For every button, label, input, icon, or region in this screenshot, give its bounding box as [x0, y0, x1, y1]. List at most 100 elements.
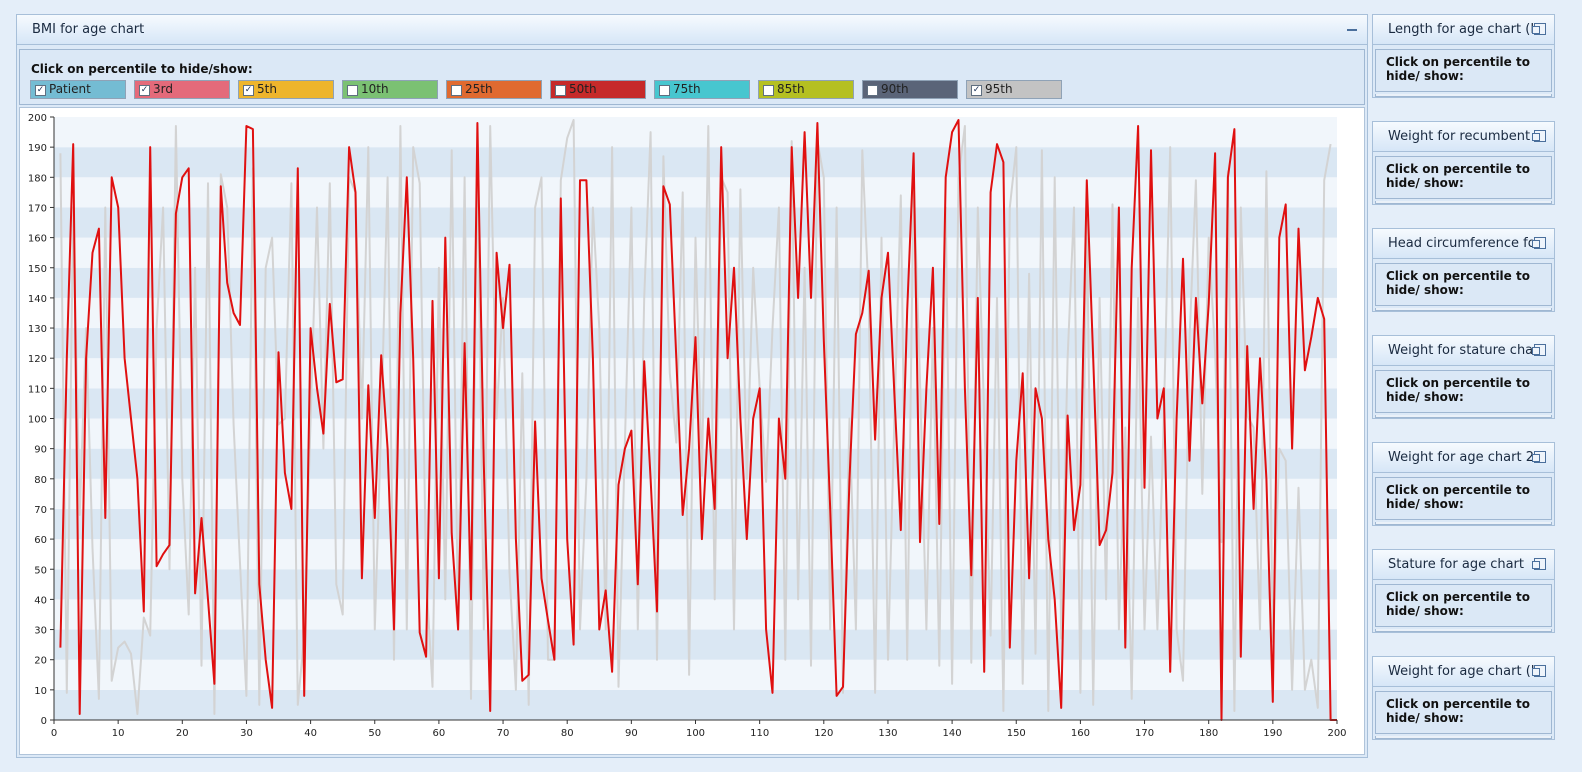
side-panel-2[interactable]: Head circumference for age Click on perce… [1372, 228, 1555, 312]
side-panel-header: Stature for age chart [1373, 550, 1554, 580]
maximize-icon[interactable] [1532, 451, 1546, 463]
y-tick-label: 160 [28, 234, 47, 245]
series-line-1 [59, 119, 1332, 715]
side-panel-4[interactable]: Weight for age chart 2 to 20 Click on per… [1372, 442, 1555, 526]
side-panel-prompt: Click on percentile to hide/ show: [1386, 55, 1530, 83]
maximize-icon[interactable] [1532, 344, 1546, 356]
y-tick-label: 40 [34, 595, 47, 606]
panel-title: BMI for age chart [32, 22, 145, 37]
grid-band [54, 207, 1337, 238]
x-tick-label: 0 [51, 728, 57, 739]
side-panel-5[interactable]: Stature for age chart Click on percentile… [1372, 549, 1555, 633]
series-line-0 [59, 119, 1337, 721]
bmi-chart-panel: BMI for age chart Click on percentile to… [16, 14, 1368, 758]
x-tick-label: 140 [943, 728, 962, 739]
minimize-button[interactable] [1345, 22, 1359, 36]
x-tick-label: 180 [1199, 728, 1218, 739]
x-tick-label: 130 [878, 728, 897, 739]
legend-checkbox[interactable] [347, 85, 358, 96]
side-panel-header: Weight for age chart 2 to 20 [1373, 443, 1554, 473]
side-panel-1[interactable]: Weight for recumbent length Click on perc… [1372, 121, 1555, 205]
x-tick-label: 190 [1263, 728, 1282, 739]
legend-toggle-5th[interactable]: ✓ 5th [238, 80, 334, 99]
y-tick-label: 70 [34, 505, 47, 516]
x-tick-label: 150 [1007, 728, 1026, 739]
legend-toggle-75th[interactable]: 75th [654, 80, 750, 99]
side-panel-title: Weight for stature chart [1388, 343, 1534, 358]
side-panel-header: Length for age chart (Infants) [1373, 15, 1554, 45]
side-panel-prompt: Click on percentile to hide/ show: [1386, 162, 1530, 190]
x-tick-label: 110 [750, 728, 769, 739]
y-tick-label: 190 [28, 143, 47, 154]
grid-band [54, 599, 1337, 630]
legend-toggle-50th[interactable]: 50th [550, 80, 646, 99]
y-tick-label: 170 [28, 203, 47, 214]
side-panel-footer [1375, 415, 1552, 418]
legend-checkbox[interactable]: ✓ [139, 85, 150, 96]
side-panel-0[interactable]: Length for age chart (Infants) Click on p… [1372, 14, 1555, 98]
legend-toggle-patient[interactable]: ✓ Patient [30, 80, 126, 99]
x-tick-label: 160 [1071, 728, 1090, 739]
legend-toggle-25th[interactable]: 25th [446, 80, 542, 99]
percentile-legend: Click on percentile to hide/show: ✓ Patie… [19, 49, 1365, 105]
side-panel-title: Weight for age chart 2 to 20 [1388, 450, 1534, 465]
side-panel-prompt: Click on percentile to hide/ show: [1386, 590, 1530, 618]
grid-band [54, 177, 1337, 208]
side-panel-footer [1375, 629, 1552, 632]
side-panel-prompt: Click on percentile to hide/ show: [1386, 483, 1530, 511]
side-panel-legend: Click on percentile to hide/ show: [1375, 477, 1552, 520]
legend-checkbox[interactable]: ✓ [971, 85, 982, 96]
y-tick-label: 80 [34, 475, 47, 486]
legend-checkbox[interactable] [555, 85, 566, 96]
legend-checkbox[interactable] [763, 85, 774, 96]
maximize-icon[interactable] [1532, 558, 1546, 570]
y-tick-label: 30 [34, 626, 47, 637]
side-panel-legend: Click on percentile to hide/ show: [1375, 156, 1552, 199]
y-tick-label: 20 [34, 656, 47, 667]
legend-toggle-3rd[interactable]: ✓ 3rd [134, 80, 230, 99]
legend-checkbox[interactable] [659, 85, 670, 96]
maximize-icon[interactable] [1532, 665, 1546, 677]
x-tick-label: 60 [433, 728, 446, 739]
y-tick-label: 90 [34, 445, 47, 456]
side-panel-legend: Click on percentile to hide/ show: [1375, 691, 1552, 734]
side-panel-header: Head circumference for age [1373, 229, 1554, 259]
bmi-chart: 0 10 20 30 40 50 60 70 80 90 100 110 120 130 140 150 160… [19, 107, 1365, 755]
side-panel-footer [1375, 94, 1552, 97]
y-tick-label: 60 [34, 535, 47, 546]
legend-toggle-90th[interactable]: 90th [862, 80, 958, 99]
legend-toggle-95th[interactable]: ✓ 95th [966, 80, 1062, 99]
grid-band [54, 147, 1337, 178]
legend-label: 3rd [153, 82, 173, 96]
side-panel-6[interactable]: Weight for age chart (Infants) Click on p… [1372, 656, 1555, 740]
x-tick-label: 200 [1327, 728, 1346, 739]
legend-checkbox[interactable] [451, 85, 462, 96]
maximize-icon[interactable] [1532, 237, 1546, 249]
legend-checkbox[interactable] [867, 85, 878, 96]
legend-toggle-10th[interactable]: 10th [342, 80, 438, 99]
side-panel-footer [1375, 522, 1552, 525]
legend-checkbox[interactable]: ✓ [35, 85, 46, 96]
side-panel-3[interactable]: Weight for stature chart Click on percent… [1372, 335, 1555, 419]
legend-label: 95th [985, 82, 1013, 96]
side-panel-header: Weight for recumbent length [1373, 122, 1554, 152]
side-panel-legend: Click on percentile to hide/ show: [1375, 584, 1552, 627]
side-panel-title: Weight for recumbent length [1388, 129, 1534, 144]
side-panel-footer [1375, 308, 1552, 311]
side-panel-footer [1375, 736, 1552, 739]
x-tick-label: 70 [497, 728, 510, 739]
legend-label: 75th [673, 82, 701, 96]
x-tick-label: 30 [240, 728, 253, 739]
legend-label: 5th [257, 82, 277, 96]
maximize-icon[interactable] [1532, 130, 1546, 142]
side-panel-title: Head circumference for age [1388, 236, 1534, 251]
y-tick-label: 120 [28, 354, 47, 365]
legend-checkbox[interactable]: ✓ [243, 85, 254, 96]
x-tick-label: 50 [368, 728, 381, 739]
legend-prompt: Click on percentile to hide/show: [31, 62, 253, 76]
maximize-icon[interactable] [1532, 23, 1546, 35]
legend-toggle-85th[interactable]: 85th [758, 80, 854, 99]
side-panel-prompt: Click on percentile to hide/ show: [1386, 269, 1530, 297]
y-tick-label: 200 [28, 113, 47, 124]
legend-label: Patient [49, 82, 91, 96]
